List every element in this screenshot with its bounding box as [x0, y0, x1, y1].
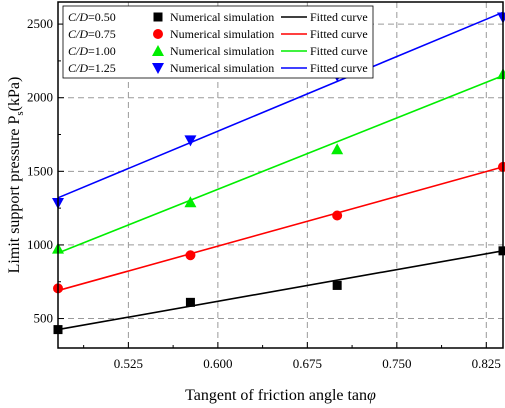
- y-tick-label: 1500: [27, 163, 53, 178]
- legend-fit-label: Fitted curve: [310, 44, 368, 58]
- fitted-curve-line: [57, 166, 504, 292]
- legend-marker: [152, 45, 164, 56]
- fitted-curves: [57, 11, 504, 331]
- fitted-curve-line: [57, 250, 504, 331]
- data-point: [497, 12, 505, 24]
- fitted-curve-line: [57, 11, 504, 199]
- y-axis-title-sub: s: [14, 111, 26, 115]
- x-tick-label: 0.825: [472, 356, 501, 371]
- x-axis-title-symbol: φ: [367, 387, 376, 404]
- y-axis-title: Limit support pressure Ps(kPa): [6, 77, 26, 274]
- y-tick-label: 500: [34, 311, 54, 326]
- legend-condition: C/D=1.25: [68, 61, 116, 75]
- legend-marker: [153, 12, 163, 22]
- y-tick-label: 2000: [27, 90, 53, 105]
- data-point: [185, 297, 195, 307]
- data-point: [332, 210, 343, 221]
- data-point: [184, 196, 197, 208]
- data-point: [497, 68, 505, 80]
- y-axis-title-text: Limit support pressure P: [6, 115, 23, 273]
- axis-ticks: 0.525 0.600 0.675 0.750 0.825 500 1000 1500 2000…: [27, 16, 501, 371]
- legend-condition: C/D=0.50: [68, 10, 116, 24]
- legend: C/D=0.50 Numerical simulation Fitted curve…: [62, 5, 374, 79]
- legend-fit-label: Fitted curve: [310, 27, 368, 41]
- x-tick-label: 0.525: [114, 356, 143, 371]
- x-tick-label: 0.675: [293, 356, 322, 371]
- x-tick-label: 0.750: [382, 356, 411, 371]
- x-axis-title-text: Tangent of friction angle tan: [185, 387, 367, 404]
- legend-condition: C/D=1.00: [68, 44, 116, 58]
- data-point: [332, 280, 342, 290]
- data-point: [185, 250, 196, 261]
- legend-points-label: Numerical simulation: [170, 27, 274, 41]
- x-tick-label: 0.600: [203, 356, 232, 371]
- legend-condition-var: C/D: [68, 44, 88, 58]
- legend-condition-value: =0.75: [88, 27, 116, 41]
- legend-points-label: Numerical simulation: [170, 44, 274, 58]
- legend-condition-value: =1.25: [88, 61, 116, 75]
- legend-condition-var: C/D: [68, 61, 88, 75]
- data-point: [184, 135, 197, 147]
- legend-marker: [152, 63, 164, 74]
- y-tick-label: 1000: [27, 237, 53, 252]
- x-axis-title: Tangent of friction angle tanφ: [185, 387, 376, 404]
- legend-box: [62, 5, 374, 79]
- y-tick-label: 2500: [27, 16, 53, 31]
- legend-condition-var: C/D: [68, 27, 88, 41]
- legend-condition: C/D=0.75: [68, 27, 116, 41]
- legend-points-label: Numerical simulation: [170, 61, 274, 75]
- data-point: [331, 143, 344, 155]
- legend-condition-value: =0.50: [88, 10, 116, 24]
- legend-condition-var: C/D: [68, 10, 88, 24]
- plot-frame: [57, 1, 504, 349]
- legend-fit-label: Fitted curve: [310, 10, 368, 24]
- legend-condition-value: =1.00: [88, 44, 116, 58]
- data-point: [498, 246, 505, 256]
- y-axis-title-unit: (kPa): [6, 77, 23, 112]
- legend-fit-label: Fitted curve: [310, 61, 368, 75]
- legend-marker: [153, 29, 163, 39]
- legend-points-label: Numerical simulation: [170, 10, 274, 24]
- fitted-curve-line: [57, 74, 504, 254]
- data-point: [498, 161, 505, 172]
